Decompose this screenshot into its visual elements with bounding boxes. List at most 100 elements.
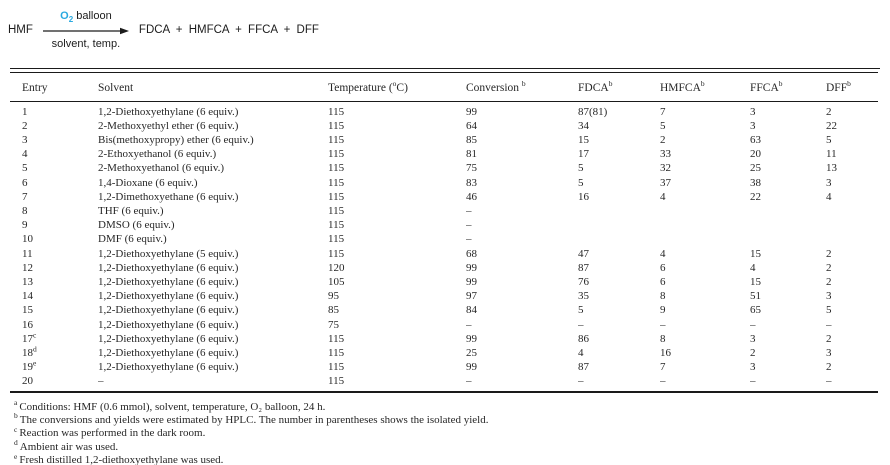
column-header: Temperature (oC) [328,72,466,102]
dff-cell: 2 [826,361,832,374]
entry-cell: 14 [22,290,33,303]
hmfca-cell: 4 [660,247,666,260]
ffca-cell: 3 [750,119,756,132]
fdca-cell: 15 [578,133,589,146]
conversion-cell: – [466,233,472,246]
hmfca-cell: 32 [660,162,671,175]
hmfca-cell: 6 [660,275,666,288]
ffca-cell: 65 [750,304,761,317]
fdca-cell: 87 [578,361,589,374]
conversion-cell: 46 [466,190,477,203]
footnotes-section: a Conditions: HMF (0.6 mmol), solvent, te… [12,399,880,465]
temperature-cell: 105 [328,275,345,288]
temperature-cell: 95 [328,290,339,303]
footnote: e Fresh distilled 1,2-diethoxyethylane wa… [14,451,224,465]
dff-cell: – [826,318,832,331]
reaction-arrow-icon [42,27,129,34]
entry-cell: 5 [22,162,28,175]
dff-cell: 2 [826,105,832,118]
entry-cell: 13 [22,275,33,288]
temperature-cell: 115 [328,148,345,161]
conversion-cell: 83 [466,176,477,189]
ffca-cell: 3 [750,332,756,345]
conversion-cell: 99 [466,105,477,118]
hmfca-cell: 8 [660,290,666,303]
dff-cell: 13 [826,162,837,175]
ffca-cell: 22 [750,190,761,203]
entry-cell: 18d [22,345,37,359]
hmfca-cell [660,204,750,218]
column-header: FFCAb [750,72,826,102]
conversion-cell: – [466,318,472,331]
solvent-cell: 1,2-Diethoxyethylane (6 equiv.) [98,275,239,288]
table-row: 19e 1,2-Diethoxyethylane (6 equiv.) 115 99 8… [10,360,878,374]
fdca-cell: – [578,375,584,388]
table-row: 6 1,4-Dioxane (6 equiv.) 115 83 5 37 38 3 [10,176,878,190]
solvent-cell: DMF (6 equiv.) [98,233,167,246]
table-row: 11 1,2-Diethoxyethylane (5 equiv.) 115 68 47… [10,247,878,261]
table-row: 16 1,2-Diethoxyethylane (6 equiv.) 75 – – – – – [10,318,878,332]
hmfca-cell: – [660,318,666,331]
ffca-cell: 51 [750,290,761,303]
entry-cell: 19e [22,360,37,374]
entry-cell: 12 [22,261,33,274]
table-row: 12 1,2-Diethoxyethylane (6 equiv.) 120 99 87… [10,261,878,275]
hmfca-cell: 8 [660,332,666,345]
ffca-cell [750,204,826,218]
table-row: 9 DMSO (6 equiv.) 115 – [10,218,878,232]
entry-cell: 11 [22,247,33,260]
ffca-cell: 15 [750,247,761,260]
conversion-cell: 85 [466,133,477,146]
balloon-label: balloon [76,10,112,23]
entry-cell: 3 [22,133,28,146]
fdca-cell: 16 [578,190,589,203]
temperature-cell: 115 [328,119,345,132]
ffca-cell: 20 [750,148,761,161]
conversion-cell: 99 [466,361,477,374]
table-row: 20 – 115 – – – – – [10,374,878,391]
conversion-cell: – [466,219,472,232]
column-header: Solvent [98,72,328,102]
hmfca-cell: 33 [660,148,671,161]
solvent-cell: – [98,375,104,388]
ffca-cell: 2 [750,346,756,359]
entry-cell: 15 [22,304,33,317]
solvent-cell: 2-Methoxyethanol (6 equiv.) [98,162,225,175]
table-row: 7 1,2-Dimethoxyethane (6 equiv.) 115 46 16 4 2… [10,190,878,204]
table-row: 4 2-Ethoxyethanol (6 equiv.) 115 81 17 33 20 11 [10,147,878,161]
fdca-cell: 35 [578,290,589,303]
reactant-label: HMF [8,24,33,36]
ffca-cell [750,232,826,246]
ffca-cell: 38 [750,176,761,189]
table-body: 1 1,2-Diethoxyethylane (6 equiv.) 115 99 87(… [10,101,878,392]
ffca-cell: 4 [750,261,756,274]
temperature-cell: 85 [328,304,339,317]
dff-cell: 2 [826,247,832,260]
ffca-cell: 15 [750,275,761,288]
hmfca-cell: – [660,375,666,388]
conversion-cell: – [466,375,472,388]
conversion-cell: 81 [466,148,477,161]
solvent-cell: 1,2-Diethoxyethylane (6 equiv.) [98,290,239,303]
solvent-cell: 1,4-Dioxane (6 equiv.) [98,176,198,189]
ffca-cell: 25 [750,162,761,175]
ffca-cell [750,218,826,232]
dff-cell: 22 [826,119,837,132]
fdca-cell: – [578,318,584,331]
fdca-cell: 4 [578,346,584,359]
ffca-cell: 3 [750,361,756,374]
column-header: Entry [10,72,98,102]
temperature-cell: 120 [328,261,345,274]
table-row: 14 1,2-Diethoxyethylane (6 equiv.) 95 97 35 8… [10,289,878,303]
dff-cell: 3 [826,176,832,189]
temperature-cell: 115 [328,233,345,246]
fdca-cell: 34 [578,119,589,132]
fdca-cell: 87 [578,261,589,274]
solvent-cell: DMSO (6 equiv.) [98,219,175,232]
temperature-cell: 115 [328,247,345,260]
dff-cell [826,232,878,246]
temperature-cell: 115 [328,133,345,146]
solvent-cell: 1,2-Diethoxyethylane (6 equiv.) [98,105,239,118]
hmfca-cell: 7 [660,361,666,374]
ffca-cell: 3 [750,105,756,118]
